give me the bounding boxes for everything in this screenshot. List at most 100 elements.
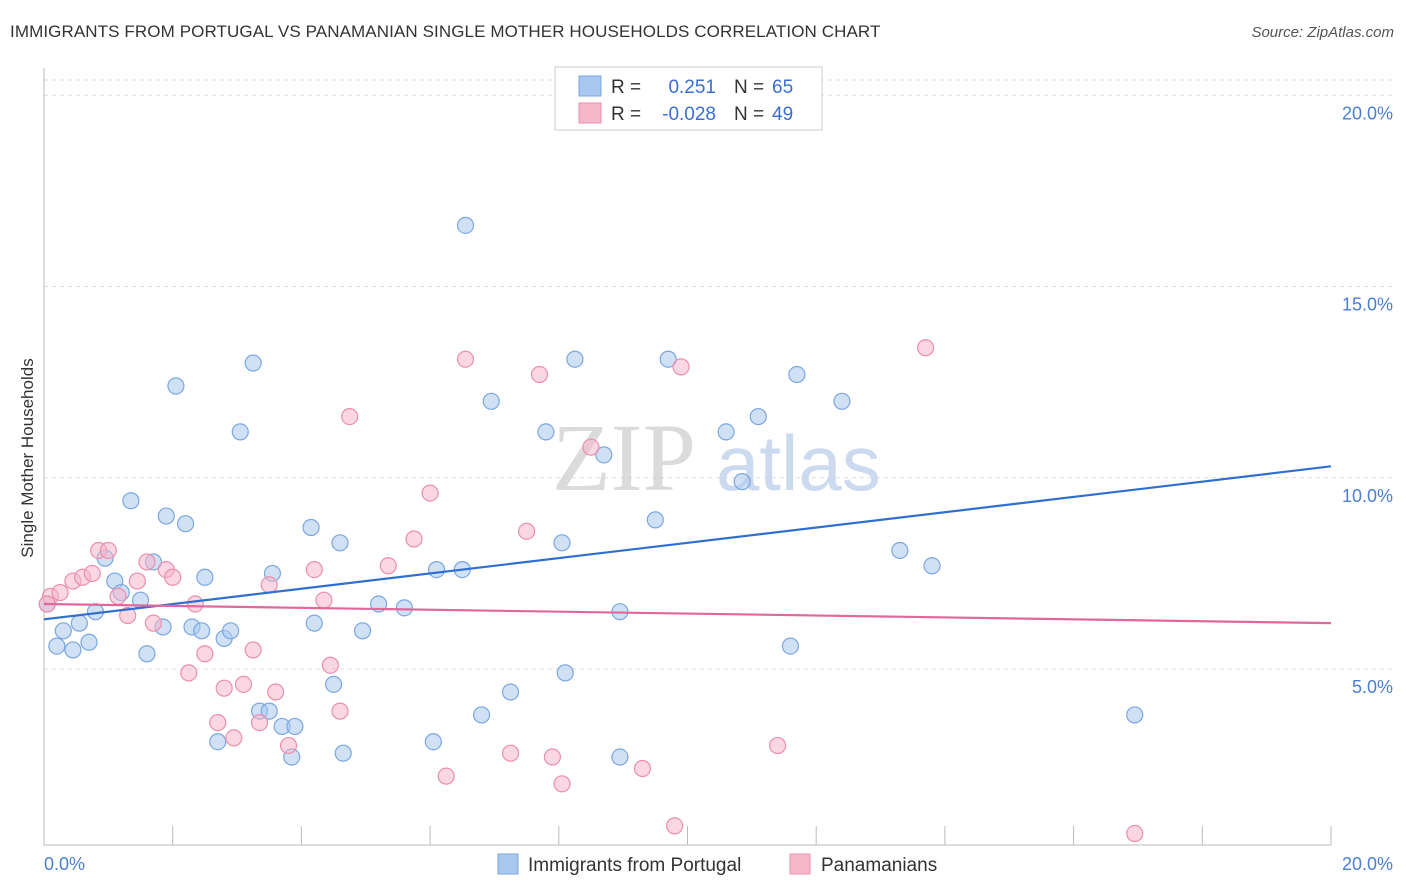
point-portugal bbox=[138, 645, 156, 663]
legend-box: R = 0.251 N = 65 R = -0.028 N = 49 bbox=[554, 66, 823, 131]
point-panamanian bbox=[518, 522, 536, 540]
point-panamanian bbox=[164, 568, 182, 586]
point-panamanian bbox=[315, 591, 333, 609]
point-panamanian bbox=[260, 576, 278, 594]
point-portugal bbox=[324, 675, 343, 693]
point-portugal bbox=[193, 622, 211, 640]
point-portugal bbox=[749, 408, 767, 426]
point-panamanian bbox=[553, 775, 571, 793]
point-portugal bbox=[331, 534, 349, 552]
point-portugal bbox=[482, 392, 500, 410]
y-tick-label: 10.0% bbox=[1342, 486, 1393, 506]
grid-lines bbox=[44, 79, 1392, 670]
legend-n-value-2: 49 bbox=[772, 104, 793, 125]
point-portugal bbox=[501, 683, 520, 701]
point-panamanian bbox=[279, 736, 298, 755]
point-portugal bbox=[611, 748, 629, 766]
point-portugal bbox=[424, 733, 442, 751]
point-panamanian bbox=[225, 729, 243, 747]
point-panamanian bbox=[209, 713, 227, 732]
point-portugal bbox=[244, 354, 262, 372]
point-panamanian bbox=[543, 748, 561, 766]
point-panamanian bbox=[186, 595, 204, 613]
point-portugal bbox=[80, 633, 98, 651]
point-portugal bbox=[222, 622, 240, 640]
point-portugal bbox=[48, 637, 66, 655]
point-portugal bbox=[167, 377, 185, 395]
point-panamanian bbox=[180, 664, 198, 682]
x-tick-label: 20.0% bbox=[1342, 854, 1393, 874]
point-portugal bbox=[1126, 706, 1144, 724]
point-portugal bbox=[196, 568, 214, 586]
bottom-legend: Immigrants from Portugal Panamanians bbox=[497, 853, 937, 876]
trend-lines bbox=[43, 465, 1332, 625]
point-portugal bbox=[923, 557, 941, 575]
point-panamanian bbox=[119, 606, 137, 625]
point-panamanian bbox=[501, 744, 520, 762]
point-panamanian bbox=[244, 641, 262, 659]
point-portugal bbox=[122, 492, 140, 510]
tick-labels: 5.0% 10.0% 15.0% 20.0% 0.0% 20.0% bbox=[44, 103, 1393, 874]
point-panamanian bbox=[1126, 824, 1144, 843]
point-portugal bbox=[334, 744, 352, 762]
axes bbox=[43, 68, 1332, 846]
point-portugal bbox=[833, 392, 851, 410]
point-panamanian bbox=[405, 530, 423, 548]
point-portugal bbox=[302, 518, 320, 537]
y-tick-label: 5.0% bbox=[1352, 677, 1393, 697]
point-panamanian bbox=[321, 656, 339, 674]
legend-swatch-pink bbox=[578, 102, 602, 124]
trend-line-portugal bbox=[43, 465, 1332, 621]
watermark-zip: ZIP bbox=[552, 404, 696, 511]
point-portugal bbox=[54, 622, 72, 640]
point-portugal bbox=[231, 423, 249, 441]
point-panamanian bbox=[582, 438, 600, 456]
y-tick-label: 20.0% bbox=[1342, 103, 1393, 123]
point-panamanian bbox=[437, 767, 455, 785]
point-portugal bbox=[646, 511, 664, 529]
point-portugal bbox=[733, 473, 751, 491]
point-portugal bbox=[537, 423, 555, 441]
bottom-legend-swatch-blue bbox=[497, 853, 519, 875]
legend-r-label-1: R = bbox=[611, 77, 641, 98]
point-panamanian bbox=[250, 713, 269, 732]
point-panamanian bbox=[672, 358, 690, 376]
point-portugal bbox=[157, 507, 175, 525]
point-portugal bbox=[788, 365, 806, 384]
point-portugal bbox=[891, 541, 909, 560]
point-panamanian bbox=[331, 702, 349, 720]
x-tick-label: 0.0% bbox=[44, 854, 85, 874]
point-portugal bbox=[353, 622, 372, 640]
point-portugal bbox=[472, 706, 491, 724]
point-portugal bbox=[456, 216, 475, 234]
point-portugal bbox=[553, 534, 571, 552]
point-portugal bbox=[64, 641, 82, 659]
point-panamanian bbox=[305, 560, 323, 579]
y-axis-label: Single Mother Households bbox=[18, 358, 37, 557]
source-label: Source: ZipAtlas.com bbox=[1251, 24, 1394, 41]
point-portugal bbox=[176, 515, 195, 533]
point-portugal bbox=[427, 560, 446, 579]
point-panamanian bbox=[768, 736, 787, 755]
point-portugal bbox=[566, 350, 584, 368]
point-panamanian bbox=[83, 564, 101, 583]
point-panamanian bbox=[144, 614, 162, 632]
point-panamanian bbox=[530, 365, 549, 384]
point-panamanian bbox=[379, 557, 397, 575]
point-panamanian bbox=[421, 484, 439, 502]
y-tick-label: 15.0% bbox=[1342, 295, 1393, 315]
point-panamanian bbox=[128, 572, 146, 590]
legend-n-label-2: N = bbox=[734, 104, 764, 125]
point-panamanian bbox=[341, 408, 359, 426]
point-panamanian bbox=[109, 587, 127, 605]
point-panamanian bbox=[456, 350, 475, 368]
point-portugal bbox=[305, 614, 323, 632]
point-portugal bbox=[395, 599, 413, 617]
point-portugal bbox=[209, 733, 227, 751]
point-panamanian bbox=[633, 759, 652, 778]
bottom-legend-swatch-pink bbox=[789, 853, 811, 875]
watermark: ZIP atlas bbox=[552, 404, 881, 511]
point-portugal bbox=[70, 614, 88, 632]
point-portugal bbox=[260, 702, 278, 720]
